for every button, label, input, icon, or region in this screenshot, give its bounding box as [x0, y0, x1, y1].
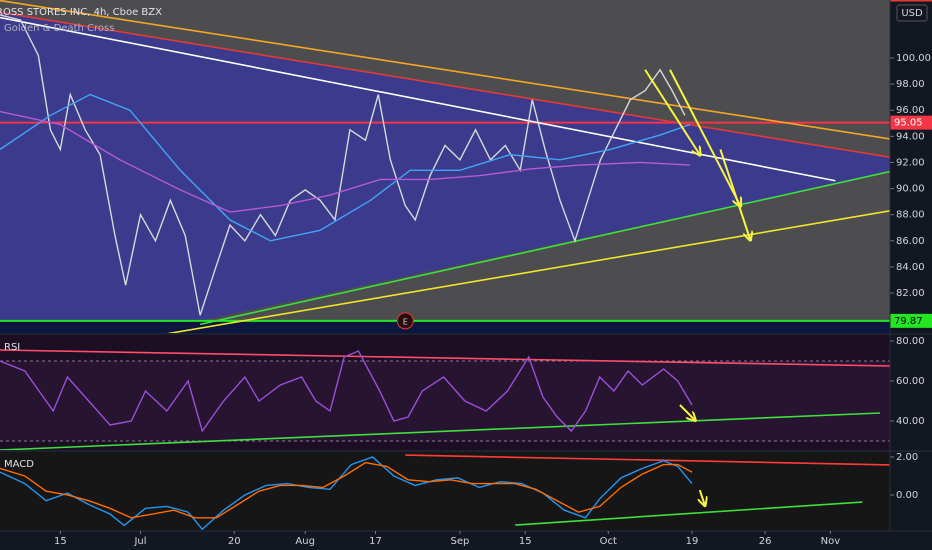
x-tick-label: 26 — [759, 536, 772, 547]
panel-title: MACD — [4, 459, 34, 470]
currency-box[interactable] — [896, 4, 928, 22]
y-tick-label: 2.00 — [896, 452, 918, 463]
y-tick-label: 96.00 — [896, 105, 925, 116]
x-tick-label: Jul — [133, 536, 146, 547]
currency[interactable]: USD — [901, 8, 923, 19]
x-tick-label: Oct — [600, 536, 617, 547]
lower-band — [0, 320, 890, 333]
x-tick-label: 15 — [54, 536, 67, 547]
x-tick-label: 15 — [519, 536, 532, 547]
y-tick-label: 80.00 — [896, 336, 925, 347]
trend-line — [0, 349, 890, 367]
arrow — [669, 69, 740, 206]
panel: E — [0, 0, 890, 333]
channel-fill — [0, 12, 890, 321]
y-tick-label: 92.00 — [896, 157, 925, 168]
price-label: 79.87 — [894, 316, 923, 327]
panel-background — [0, 452, 890, 530]
panel — [0, 335, 890, 450]
arrow — [644, 69, 700, 155]
x-tick-label: 17 — [369, 536, 382, 547]
rsi-band — [0, 361, 890, 441]
price-label: 104.86 — [894, 0, 929, 1]
y-tick-label: 90.00 — [896, 184, 925, 195]
series-line — [0, 456, 693, 530]
y-tick-label: 98.00 — [896, 79, 925, 90]
x-tick-label: Nov — [821, 536, 841, 547]
x-tick-label: 19 — [686, 536, 699, 547]
y-tick-label: 86.00 — [896, 236, 925, 247]
trend-line — [199, 170, 890, 326]
event-marker — [396, 312, 414, 330]
arrow — [700, 489, 705, 505]
y-tick-label: 40.00 — [896, 416, 925, 427]
trend-line — [0, 11, 890, 159]
chart-title: ROSS STORES INC, 4h, Cboe BZX — [0, 7, 162, 18]
panel — [0, 452, 890, 530]
y-tick-label: 88.00 — [896, 210, 925, 221]
series-line — [0, 350, 693, 433]
x-tick-label: 20 — [228, 536, 241, 547]
y-tick-label: 94.00 — [896, 131, 925, 142]
trend-line — [166, 209, 890, 333]
y-tick-label: 0.00 — [896, 490, 918, 501]
arrow — [679, 404, 695, 420]
event-label: E — [403, 317, 408, 326]
series-line — [0, 93, 691, 242]
y-tick-label: 84.00 — [896, 262, 925, 273]
series-line — [0, 110, 690, 213]
price-label-box — [890, 0, 932, 2]
price-label-box — [890, 313, 932, 328]
y-tick-label: 100.00 — [896, 53, 931, 64]
y-tick-label: 60.00 — [896, 376, 925, 387]
y-tick-label: 82.00 — [896, 288, 925, 299]
trend-line — [515, 501, 863, 526]
trend-line — [0, 412, 881, 450]
panel-title: RSI — [4, 342, 20, 353]
x-tick-label: Aug — [295, 536, 315, 547]
trend-line — [0, 0, 890, 140]
indicator-name: Golden & Death Cross — [4, 23, 114, 34]
price-label: 95.05 — [894, 118, 923, 129]
arrow — [719, 149, 750, 239]
series-line — [0, 461, 693, 519]
series-line — [0, 14, 686, 316]
trend-line — [405, 454, 890, 466]
price-label-box — [890, 115, 932, 130]
x-tick-label: Sep — [450, 536, 469, 547]
